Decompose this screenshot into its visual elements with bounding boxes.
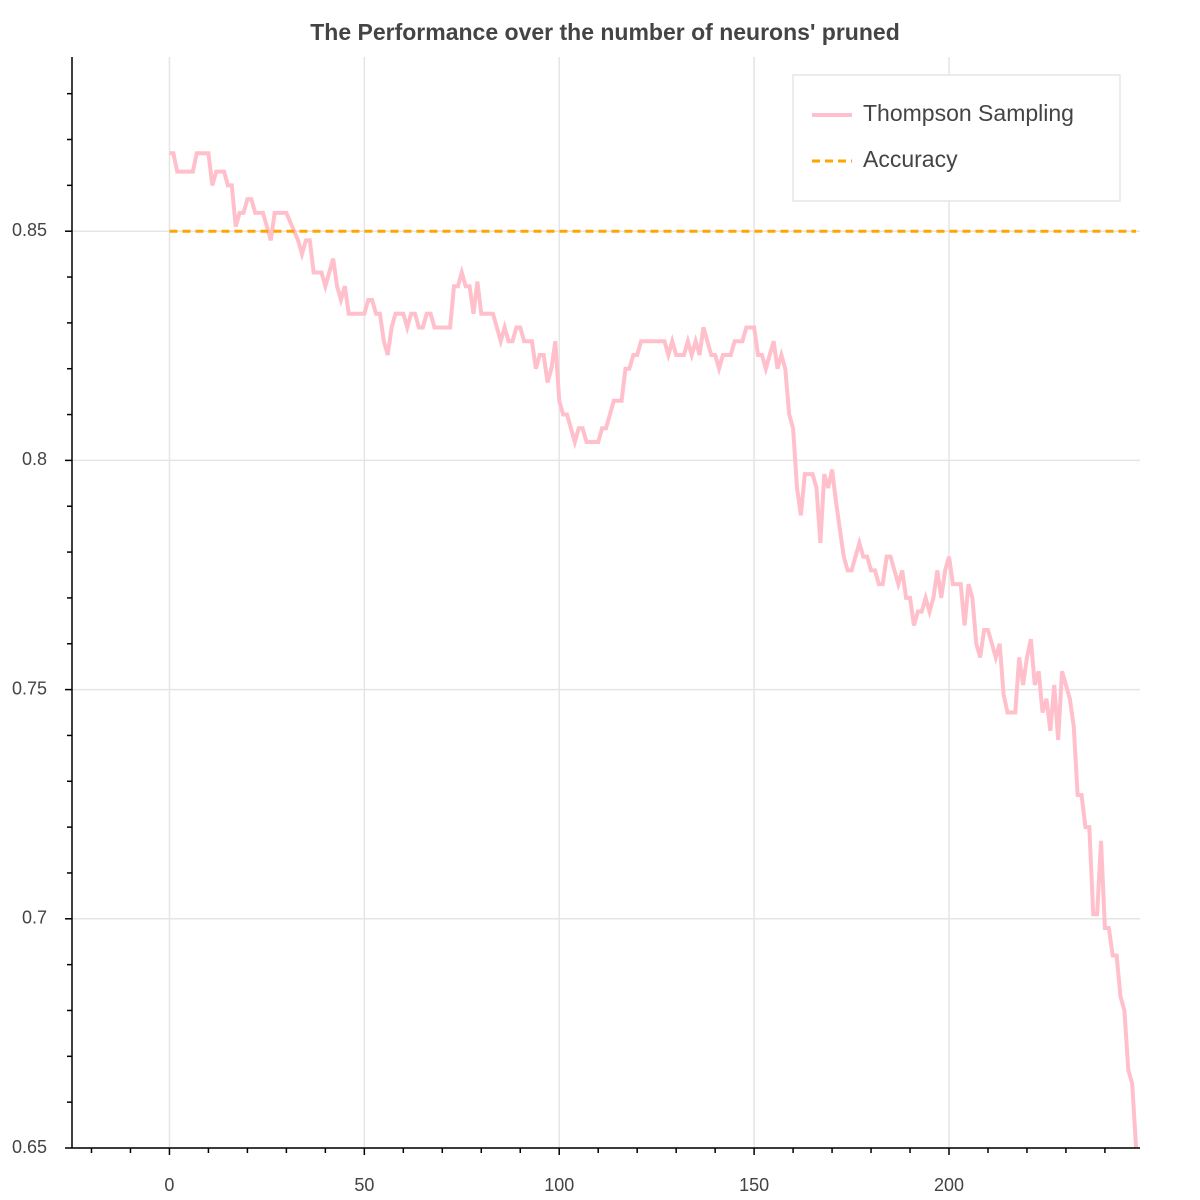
legend-label: Accuracy (863, 146, 958, 172)
series-line (169, 151, 1139, 1149)
y-tick-label: 0.8 (22, 449, 47, 469)
y-tick-label: 0.85 (12, 220, 47, 240)
x-tick-label: 50 (354, 1175, 374, 1195)
y-tick-label: 0.65 (12, 1137, 47, 1157)
y-tick-label: 0.75 (12, 678, 47, 698)
legend-label: Thompson Sampling (863, 100, 1074, 126)
x-tick-label: 100 (544, 1175, 574, 1195)
chart-title: The Performance over the number of neuro… (310, 19, 900, 45)
y-tick-label: 0.7 (22, 908, 47, 928)
x-tick-label: 0 (164, 1175, 174, 1195)
legend-box (792, 74, 1121, 202)
x-tick-label: 150 (739, 1175, 769, 1195)
x-tick-label: 200 (934, 1175, 964, 1195)
legend: Thompson Sampling Accuracy (792, 74, 1121, 202)
